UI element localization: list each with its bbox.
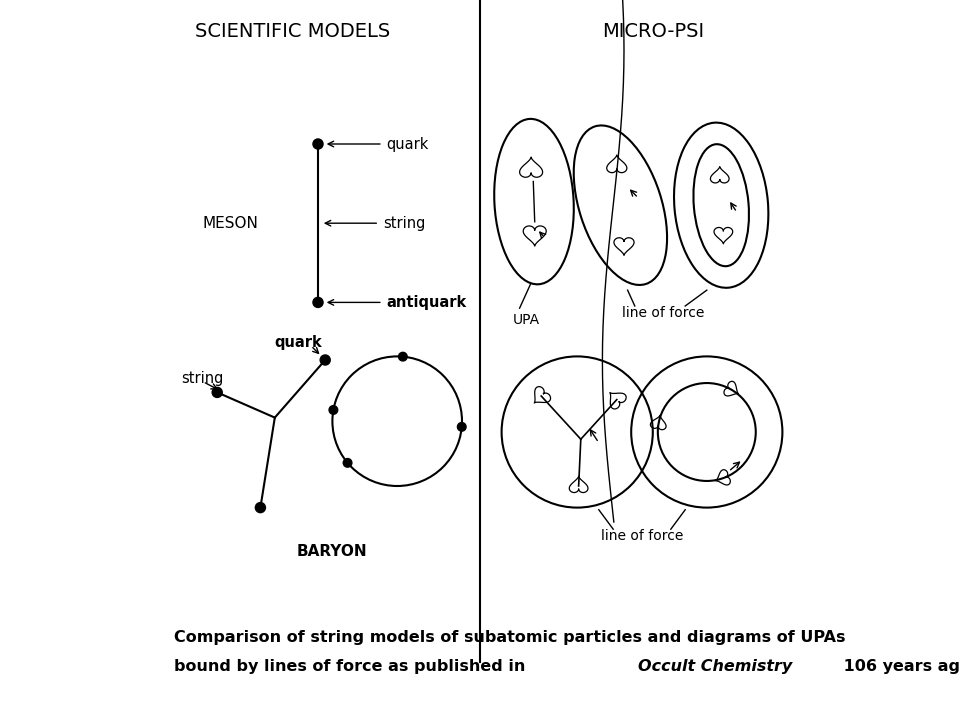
Text: 106 years ago: 106 years ago <box>838 659 960 674</box>
Text: line of force: line of force <box>601 529 684 543</box>
Text: Occult Chemistry: Occult Chemistry <box>637 659 792 674</box>
Circle shape <box>344 459 352 467</box>
Text: Comparison of string models of subatomic particles and diagrams of UPAs: Comparison of string models of subatomic… <box>174 630 846 645</box>
Text: UPA: UPA <box>514 313 540 327</box>
Text: BARYON: BARYON <box>297 544 368 559</box>
Circle shape <box>398 352 407 361</box>
Text: quark: quark <box>386 137 429 151</box>
Text: SCIENTIFIC MODELS: SCIENTIFIC MODELS <box>195 22 391 40</box>
Circle shape <box>313 139 323 149</box>
Text: string: string <box>383 216 425 230</box>
Text: bound by lines of force as published in: bound by lines of force as published in <box>174 659 531 674</box>
Text: antiquark: antiquark <box>386 295 467 310</box>
Text: MICRO-PSI: MICRO-PSI <box>602 22 704 40</box>
Text: string: string <box>181 371 224 385</box>
Circle shape <box>320 355 330 365</box>
Circle shape <box>457 423 466 431</box>
Circle shape <box>329 405 338 414</box>
Circle shape <box>212 387 223 397</box>
Circle shape <box>313 297 323 307</box>
Circle shape <box>255 503 265 513</box>
Text: MESON: MESON <box>203 216 258 230</box>
Text: quark: quark <box>275 335 323 349</box>
Text: line of force: line of force <box>622 306 705 320</box>
